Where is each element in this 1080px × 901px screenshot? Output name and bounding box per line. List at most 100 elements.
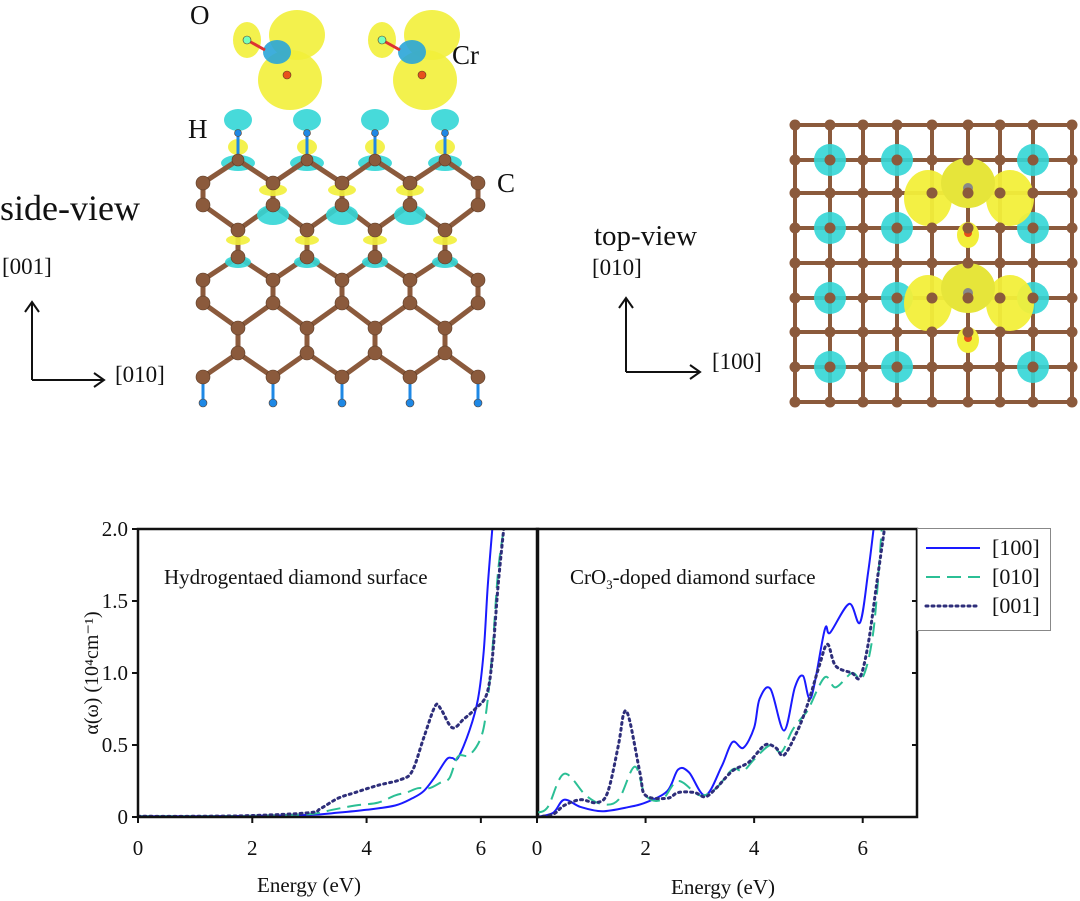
carbon-atom xyxy=(470,295,486,311)
carbon-atom xyxy=(994,396,1006,408)
x-tick-label: 0 xyxy=(532,836,543,860)
legend-entry: [010] xyxy=(924,564,1040,590)
hydrogen-atom xyxy=(473,398,483,408)
x-axis-label-left: Energy (eV) xyxy=(257,873,361,897)
carbon-atom xyxy=(857,361,869,373)
arrow-right-icon xyxy=(32,372,106,388)
x-tick-label: 4 xyxy=(749,836,760,860)
carbon-atom xyxy=(857,292,869,304)
atom-label-carbon: C xyxy=(497,168,516,198)
carbon-atom xyxy=(994,361,1006,373)
hydrogen-atom xyxy=(234,129,242,137)
carbon-atom xyxy=(402,295,418,311)
carbon-atom xyxy=(470,197,486,213)
arrow-right-icon xyxy=(626,364,702,380)
carbon-atom xyxy=(926,257,938,269)
carbon-atom xyxy=(824,361,836,373)
carbon-atom xyxy=(962,257,974,269)
carbon-atom xyxy=(265,369,281,385)
oxygen-atom xyxy=(242,35,252,45)
carbon-atom xyxy=(334,369,350,385)
carbon-atom xyxy=(789,257,801,269)
carbon-atom xyxy=(299,222,315,238)
carbon-atom xyxy=(926,361,938,373)
carbon-atom xyxy=(265,197,281,213)
y-tick-label: 0.5 xyxy=(102,733,128,757)
carbon-atom xyxy=(334,197,350,213)
carbon-atom xyxy=(265,175,281,191)
carbon-atom xyxy=(1066,257,1078,269)
atom-label-chromium: Cr xyxy=(452,40,479,70)
carbon-atom xyxy=(402,272,418,288)
y-tick-label: 2.0 xyxy=(102,517,128,541)
legend-label: [010] xyxy=(992,564,1040,589)
chart-title-hydrogenated: Hydrogentaed diamond surface xyxy=(164,565,428,589)
atom-label-oxygen: O xyxy=(190,0,210,30)
carbon-atom xyxy=(789,292,801,304)
carbon-atom xyxy=(299,345,315,361)
carbon-atom xyxy=(926,187,938,199)
carbon-atom xyxy=(857,119,869,131)
x-axis-label-right: Energy (eV) xyxy=(671,875,775,899)
carbon-atom xyxy=(824,292,836,304)
charge-density-blob xyxy=(904,275,952,331)
carbon-atom xyxy=(926,292,938,304)
carbon-atom xyxy=(1066,222,1078,234)
hydrogen-atom xyxy=(303,129,311,137)
hydrogen-atom xyxy=(371,129,379,137)
hydrogen-atom xyxy=(268,398,278,408)
carbon-atom xyxy=(891,222,903,234)
legend-entry: [100] xyxy=(924,535,1040,561)
carbon-atom xyxy=(1027,187,1039,199)
carbon-atom xyxy=(994,257,1006,269)
carbon-atom xyxy=(437,249,453,265)
carbon-atom xyxy=(367,320,383,336)
carbon-atom xyxy=(334,272,350,288)
charge-density-blob xyxy=(363,235,387,245)
carbon-atom xyxy=(1027,292,1039,304)
carbon-atom xyxy=(891,292,903,304)
carbon-atom xyxy=(789,119,801,131)
carbon-atom xyxy=(824,187,836,199)
side-axis-right-label: [010] xyxy=(115,362,165,387)
carbon-atom xyxy=(994,187,1006,199)
carbon-atom xyxy=(857,154,869,166)
chart-title-cro3: CrO3-doped diamond surface xyxy=(570,567,816,593)
carbon-atom xyxy=(926,119,938,131)
carbon-atom xyxy=(438,153,452,167)
carbon-atom xyxy=(1027,119,1039,131)
carbon-atom xyxy=(1066,361,1078,373)
carbon-atom xyxy=(994,119,1006,131)
carbon-atom xyxy=(891,326,903,338)
x-tick-label: 6 xyxy=(857,836,868,860)
legend-entry: [001] xyxy=(924,593,1040,619)
carbon-atom xyxy=(994,222,1006,234)
side-view-title: side-view xyxy=(0,188,140,228)
carbon-atom xyxy=(789,361,801,373)
title-sub: 3 xyxy=(606,577,613,593)
arrow-up-icon xyxy=(24,300,40,380)
top-view-structure xyxy=(789,119,1078,408)
carbon-atom xyxy=(962,326,974,338)
charge-density-blob xyxy=(433,235,457,245)
carbon-atom xyxy=(789,187,801,199)
carbon-atom xyxy=(962,361,974,373)
carbon-atom xyxy=(994,154,1006,166)
carbon-atom xyxy=(1066,154,1078,166)
charge-density-blob xyxy=(326,205,358,225)
carbon-atom xyxy=(195,272,211,288)
x-tick-label: 2 xyxy=(640,836,651,860)
carbon-atom xyxy=(367,222,383,238)
charge-density-blob xyxy=(986,170,1034,226)
legend-swatch xyxy=(926,576,980,578)
carbon-atom xyxy=(195,175,211,191)
legend-label: [001] xyxy=(992,593,1040,618)
charge-density-blob xyxy=(398,40,426,64)
carbon-atom xyxy=(857,396,869,408)
carbon-atom xyxy=(367,249,383,265)
carbon-atom xyxy=(265,295,281,311)
carbon-atom xyxy=(230,222,246,238)
carbon-atom xyxy=(891,361,903,373)
side-axis-up-label: [001] xyxy=(2,254,52,279)
charge-density-blob xyxy=(904,170,952,226)
